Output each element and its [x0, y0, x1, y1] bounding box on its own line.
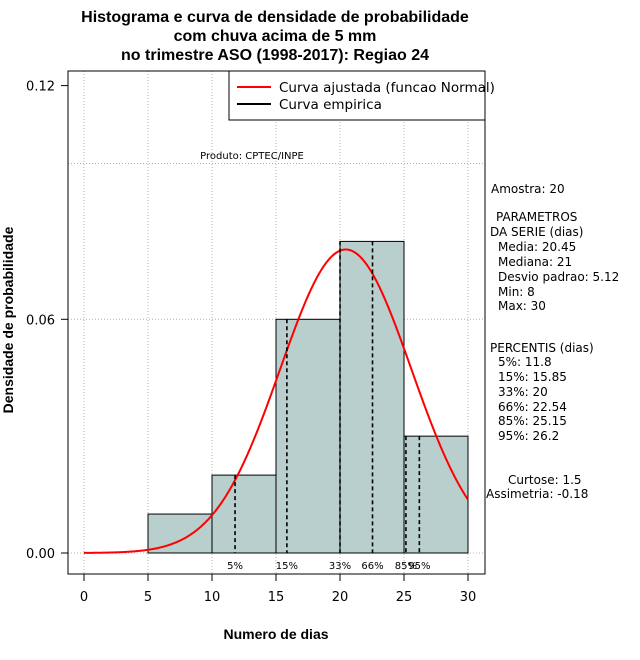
perc-95: 95%: 26.2: [498, 429, 559, 443]
x-tick-label: 5: [144, 590, 152, 605]
chart-title-line-1: Histograma e curva de densidade de proba…: [81, 9, 469, 26]
param-media: Media: 20.45: [498, 240, 576, 254]
params-title-2: DA SERIE (dias): [490, 225, 583, 239]
percentile-label: 15%: [276, 561, 298, 572]
perc-85: 85%: 25.15: [498, 414, 567, 428]
x-tick-label: 10: [204, 590, 221, 605]
params-title-1: PARAMETROS: [496, 210, 577, 224]
perc-33: 33%: 20: [498, 385, 548, 399]
y-tick-label: 0.06: [26, 313, 55, 328]
percentile-label: 95%: [408, 561, 430, 572]
chart-title-line-3: no trimestre ASO (1998-2017): Regiao 24: [121, 47, 429, 64]
curtose: Curtose: 1.5: [508, 473, 582, 487]
histogram-bar: [403, 435, 469, 554]
x-tick-label: 0: [80, 590, 88, 605]
sample-size: Amostra: 20: [491, 182, 565, 196]
x-tick-label: 15: [268, 590, 285, 605]
param-mediana: Mediana: 21: [498, 255, 572, 269]
param-min: Min: 8: [498, 285, 535, 299]
percentile-label: 85%: [395, 561, 417, 572]
stats-panel: Amostra: 20 PARAMETROS DA SERIE (dias) M…: [486, 182, 619, 501]
normal-curve: [83, 248, 469, 554]
legend-label-empirical: Curva empirica: [279, 97, 382, 113]
y-tick-label: 0.12: [26, 80, 55, 95]
legend-box: [228, 70, 486, 121]
x-tick-label: 20: [332, 590, 349, 605]
perc-15: 15%: 15.85: [498, 370, 567, 384]
percentiles-title: PERCENTIS (dias): [490, 341, 594, 355]
percentile-label: 33%: [329, 561, 351, 572]
x-axis-label: Numero de dias: [223, 626, 328, 642]
param-max: Max: 30: [498, 299, 546, 313]
assimetria: Assimetria: -0.18: [486, 487, 588, 501]
product-watermark: Produto: CPTEC/INPE: [200, 151, 304, 162]
legend: Curva ajustada (funcao Normal) Curva emp…: [228, 70, 495, 121]
percentile-label: 66%: [361, 561, 383, 572]
param-desvio: Desvio padrao: 5.12: [498, 270, 619, 284]
x-tick-label: 30: [460, 590, 477, 605]
chart-title-line-2: com chuva acima de 5 mm: [174, 28, 377, 45]
y-tick-label: 0.00: [26, 547, 55, 562]
y-axis-label: Densidade de probabilidade: [0, 226, 16, 413]
percentile-label: 5%: [227, 561, 243, 572]
perc-5: 5%: 11.8: [498, 355, 552, 369]
x-tick-label: 25: [396, 590, 413, 605]
histogram-bar: [211, 474, 277, 554]
perc-66: 66%: 22.54: [498, 400, 567, 414]
legend-label-normal: Curva ajustada (funcao Normal): [279, 80, 495, 96]
